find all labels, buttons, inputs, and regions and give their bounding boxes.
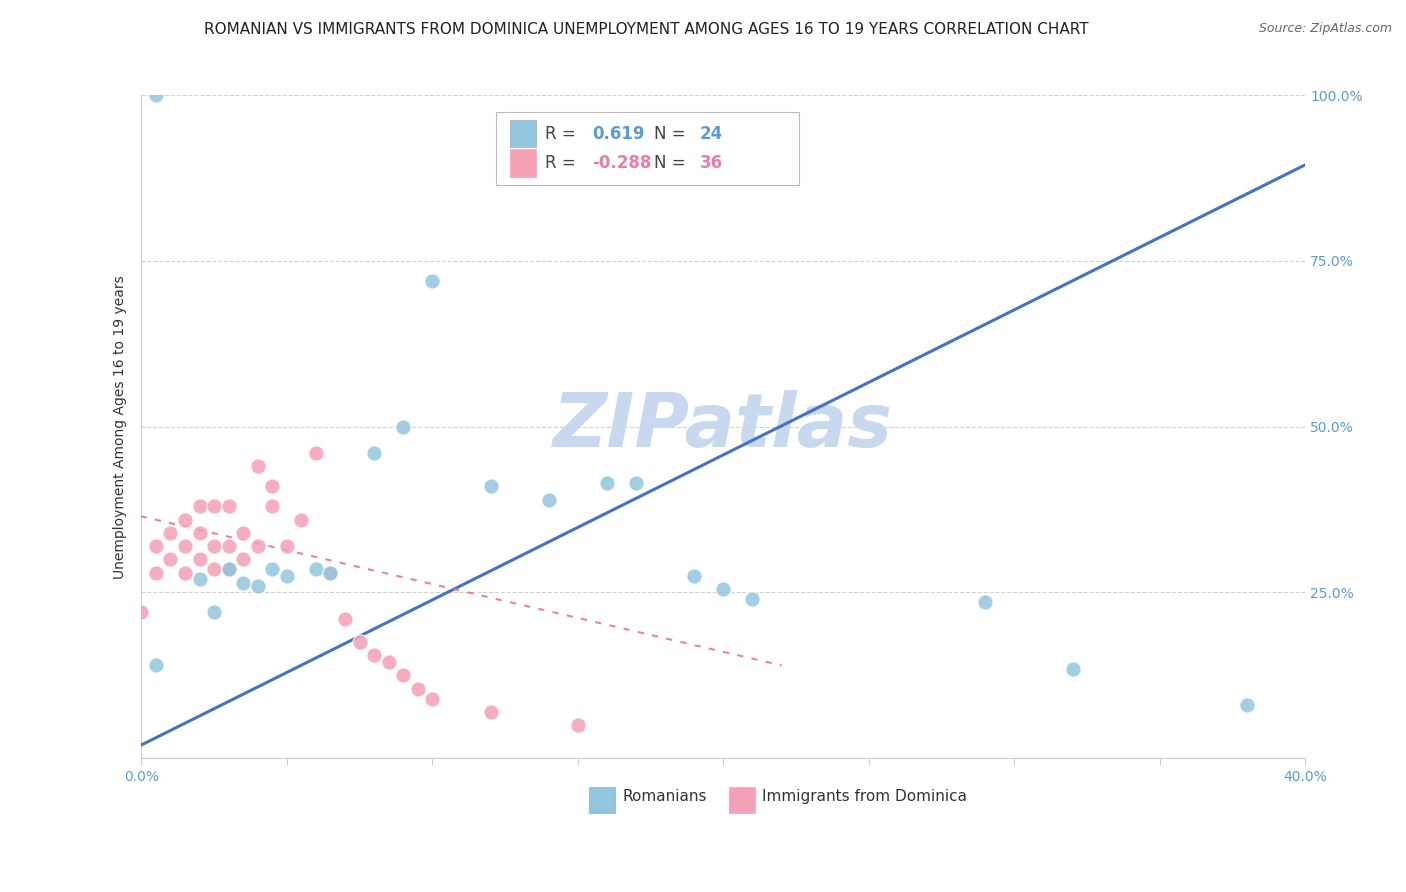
Point [305, 562, 328, 576]
Point [202, 500, 225, 514]
Point [1062, 662, 1084, 676]
Point [567, 718, 589, 732]
Text: 36: 36 [700, 154, 723, 172]
Point [319, 566, 342, 580]
Point [741, 592, 763, 607]
Point [145, 539, 167, 553]
Point [363, 446, 385, 460]
Point [188, 552, 211, 566]
Point [1236, 698, 1258, 713]
FancyBboxPatch shape [510, 150, 536, 178]
Point [333, 612, 356, 626]
Point [232, 575, 254, 590]
FancyBboxPatch shape [730, 788, 755, 813]
Point [159, 552, 181, 566]
Point [145, 88, 167, 103]
Point [262, 479, 284, 493]
Point [202, 539, 225, 553]
Point [232, 525, 254, 540]
Point [174, 512, 197, 526]
Text: R =: R = [546, 154, 581, 172]
Point [596, 476, 619, 491]
Point [683, 569, 706, 583]
Point [363, 648, 385, 663]
Point [218, 562, 240, 576]
Point [202, 562, 225, 576]
Point [319, 566, 342, 580]
Point [188, 500, 211, 514]
Point [145, 658, 167, 673]
Point [974, 595, 997, 609]
Text: Romanians: Romanians [621, 789, 707, 804]
Point [246, 459, 269, 474]
Point [218, 562, 240, 576]
Point [420, 274, 443, 288]
Point [711, 582, 734, 596]
Y-axis label: Unemployment Among Ages 16 to 19 years: Unemployment Among Ages 16 to 19 years [114, 275, 128, 579]
Text: 0.619: 0.619 [592, 125, 644, 143]
Point [624, 476, 647, 491]
Text: Immigrants from Dominica: Immigrants from Dominica [762, 789, 967, 804]
Point [232, 552, 254, 566]
Text: Source: ZipAtlas.com: Source: ZipAtlas.com [1258, 22, 1392, 36]
Point [131, 605, 153, 619]
Point [305, 446, 328, 460]
Text: N =: N = [654, 125, 690, 143]
Point [188, 525, 211, 540]
Text: -0.288: -0.288 [592, 154, 651, 172]
Point [262, 562, 284, 576]
Point [349, 635, 371, 649]
Point [276, 569, 298, 583]
Point [246, 539, 269, 553]
Point [406, 681, 429, 696]
Text: R =: R = [546, 125, 581, 143]
Point [174, 539, 197, 553]
FancyBboxPatch shape [510, 120, 536, 147]
Point [246, 579, 269, 593]
FancyBboxPatch shape [496, 112, 799, 185]
Point [392, 419, 415, 434]
Text: 24: 24 [700, 125, 723, 143]
Point [188, 572, 211, 586]
Point [276, 539, 298, 553]
Point [377, 655, 399, 669]
Point [174, 566, 197, 580]
Point [420, 691, 443, 706]
Point [479, 705, 502, 719]
Point [202, 605, 225, 619]
Point [218, 500, 240, 514]
Point [262, 500, 284, 514]
Point [537, 492, 560, 507]
Point [218, 539, 240, 553]
Point [159, 525, 181, 540]
Point [145, 566, 167, 580]
Text: ZIPatlas: ZIPatlas [554, 390, 893, 463]
FancyBboxPatch shape [589, 788, 614, 813]
Text: N =: N = [654, 154, 690, 172]
Point [392, 668, 415, 682]
Point [290, 512, 312, 526]
Text: ROMANIAN VS IMMIGRANTS FROM DOMINICA UNEMPLOYMENT AMONG AGES 16 TO 19 YEARS CORR: ROMANIAN VS IMMIGRANTS FROM DOMINICA UNE… [204, 22, 1090, 37]
Point [479, 479, 502, 493]
